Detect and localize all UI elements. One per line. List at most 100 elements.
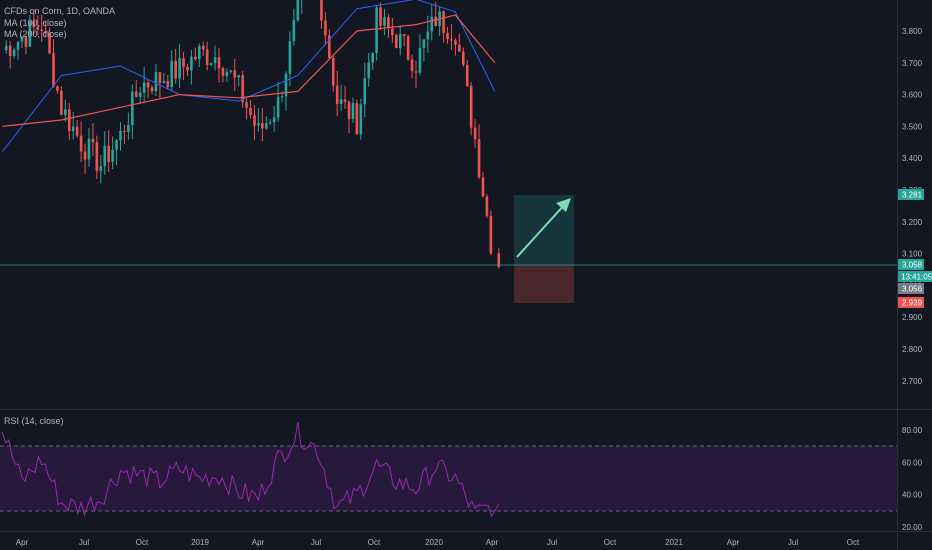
candle-body [205, 49, 209, 65]
candle-body [107, 145, 110, 163]
candle-body [477, 139, 481, 178]
target-price-tag-text: 3.281 [902, 191, 923, 200]
candle-body [154, 72, 158, 92]
candle-body [473, 127, 477, 140]
candle-body [134, 91, 138, 97]
price-tick-label: 3.600 [902, 91, 923, 100]
candle-body [391, 28, 394, 36]
candle-body [32, 21, 36, 28]
candle-body [71, 126, 75, 132]
time-tick-label: 2020 [425, 538, 443, 547]
price-tick-label: 3.500 [902, 122, 923, 131]
arrow-drawing[interactable] [516, 198, 571, 258]
candle-body [387, 17, 390, 29]
candle-body [410, 59, 414, 72]
candle-body [178, 58, 181, 79]
last-price-tag-bg [898, 259, 924, 270]
price-tick-label: 3.100 [902, 250, 923, 259]
candle-body [264, 123, 268, 129]
cursor-price-tag-bg [898, 283, 924, 294]
candle-body [75, 126, 79, 136]
candle-body [426, 31, 430, 40]
ma200-legend[interactable]: MA (200, close) [4, 29, 67, 39]
target-price-tag-bg [898, 189, 924, 200]
candle-body [28, 21, 32, 47]
candle-body [131, 91, 134, 126]
candle-body [87, 138, 91, 160]
candle-body [418, 47, 422, 73]
candle-body [395, 35, 398, 49]
candle-body [398, 34, 402, 49]
candle-body [170, 60, 174, 87]
candle-body [335, 85, 339, 105]
countdown-tag-bg [898, 271, 932, 282]
candle-body [56, 86, 59, 91]
candle-body [339, 99, 343, 105]
candle-body [95, 142, 99, 171]
candle-body [115, 140, 118, 150]
candle-body [40, 29, 43, 31]
ma100-legend[interactable]: MA (100, close) [4, 18, 67, 28]
symbol-title[interactable]: CFDs on Corn, 1D, OANDA [4, 6, 116, 16]
rsi-line [1, 421, 500, 518]
stop-zone[interactable] [514, 265, 574, 303]
candle-body [190, 56, 193, 71]
candle-body [221, 68, 225, 76]
candle-body [331, 57, 335, 86]
candle-body [60, 90, 63, 115]
candle-body [324, 20, 327, 36]
candle-body [489, 215, 493, 254]
candle-body [83, 151, 87, 160]
rsi-legend[interactable]: RSI (14, close) [4, 416, 64, 426]
candle-body [158, 72, 162, 83]
candle-body [351, 103, 355, 120]
candle-body [383, 17, 386, 26]
candle-body [241, 75, 244, 103]
candle-body [257, 123, 260, 126]
candle-body [446, 32, 449, 40]
candle-body [198, 45, 201, 60]
candle-body [430, 16, 434, 32]
candle-body [142, 82, 146, 93]
candle-body [8, 45, 12, 56]
price-tick-label: 2.900 [902, 313, 923, 322]
candle-body [280, 96, 284, 98]
candle-body [450, 39, 453, 41]
candle-body [237, 75, 240, 78]
candle-body [276, 97, 280, 118]
candle-body [272, 117, 276, 123]
candle-body [292, 20, 296, 42]
candle-body [245, 102, 248, 108]
time-tick-label: Oct [368, 538, 381, 547]
candle-body [355, 103, 359, 135]
rsi-axis[interactable]: 80.00 60.00 40.00 20.00 [902, 426, 923, 532]
time-tick-label: 2021 [665, 538, 683, 547]
candle-body [379, 7, 382, 26]
candle-body [36, 27, 40, 30]
time-axis[interactable]: Apr Jul Oct 2019 Apr Jul Oct 2020 Apr Jul Oct 2021 A… [16, 538, 860, 547]
candle-body [442, 11, 445, 33]
countdown-tag-text: 13:41:05 [901, 273, 932, 282]
candle-body [465, 64, 469, 87]
stop-price-tag: 2.939 [898, 297, 924, 308]
candle-body [328, 35, 331, 58]
time-tick-label: Jul [79, 538, 89, 547]
candle-body [91, 138, 95, 143]
candle-body [458, 44, 461, 52]
candle-body [375, 7, 378, 53]
price-tick-label: 2.800 [902, 345, 923, 354]
candle-body [320, 0, 323, 21]
last-price-tag: 3.058 [898, 259, 924, 270]
candle-body [111, 149, 114, 163]
time-tick-label: Jul [547, 538, 557, 547]
candle-body [201, 45, 205, 50]
candle-body [44, 30, 47, 34]
candle-body [119, 131, 122, 141]
time-tick-label: Oct [847, 538, 860, 547]
candle-body [194, 56, 197, 60]
candle-body [16, 41, 20, 50]
candle-body [174, 60, 177, 79]
candle-body [52, 53, 55, 87]
candle-body [371, 52, 374, 63]
